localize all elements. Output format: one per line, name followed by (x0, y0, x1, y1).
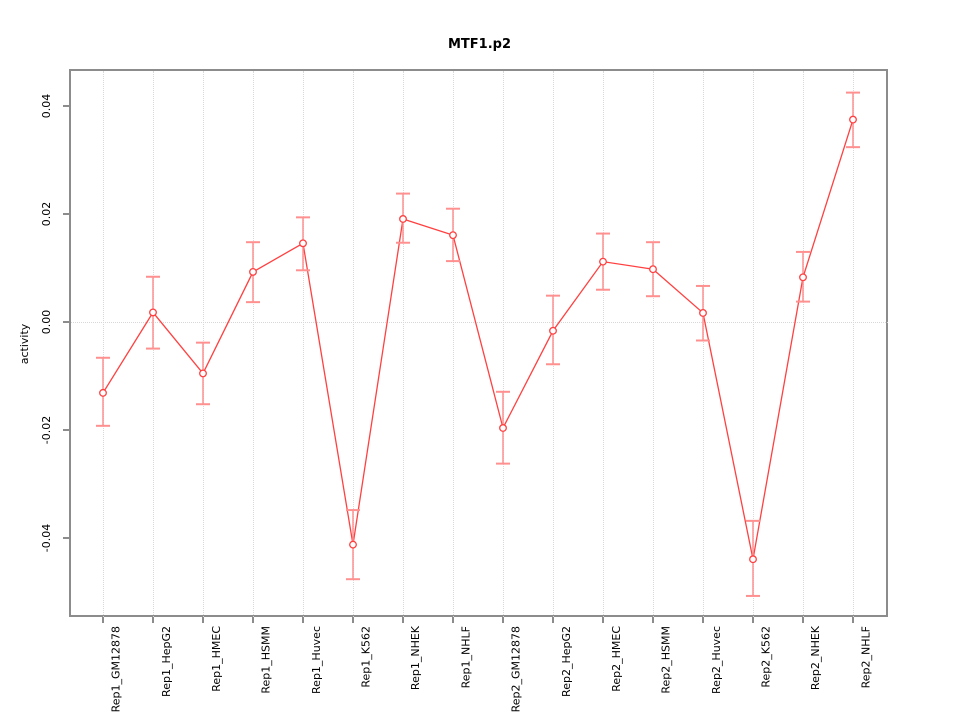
x-tick-label: Rep1_GM12878 (109, 626, 123, 713)
x-tick-label: Rep1_K562 (359, 626, 373, 688)
gridline-vertical (753, 71, 754, 617)
x-axis-tick (252, 617, 254, 623)
y-axis-tick (63, 213, 69, 216)
gridline-vertical (853, 71, 854, 617)
data-point-marker (249, 267, 257, 276)
data-point-marker (749, 555, 757, 564)
x-tick-label: Rep1_HSMM (259, 626, 273, 694)
data-point-marker (849, 115, 857, 124)
gridline-vertical (653, 71, 654, 617)
x-tick-label: Rep2_K562 (759, 626, 773, 688)
x-axis-tick (302, 617, 304, 623)
x-axis-tick (552, 617, 554, 623)
y-tick-label: 0.04 (40, 93, 53, 119)
data-point-marker (399, 215, 407, 223)
gridline-vertical (403, 71, 404, 617)
y-axis-tick (63, 321, 69, 324)
x-tick-label: Rep1_Huvec (309, 626, 323, 694)
x-tick-label: Rep2_HepG2 (559, 626, 573, 697)
gridline-vertical (103, 71, 104, 617)
data-point-marker (699, 308, 707, 317)
y-tick-label: 0.00 (40, 309, 53, 335)
data-point-marker (349, 540, 357, 549)
x-tick-label: Rep2_Huvec (709, 626, 723, 694)
data-point-marker (199, 369, 207, 378)
y-axis-tick (63, 429, 69, 432)
x-axis-tick (602, 617, 604, 623)
gridline-vertical (453, 71, 454, 617)
x-tick-label: Rep2_NHLF (859, 626, 873, 689)
gridline-vertical (353, 71, 354, 617)
data-point-marker (599, 257, 607, 266)
x-axis-tick (852, 617, 854, 623)
x-axis-tick (452, 617, 454, 623)
gridline-vertical (703, 71, 704, 617)
gridline-vertical (503, 71, 504, 617)
x-axis-tick (752, 617, 754, 623)
x-axis-tick (502, 617, 504, 623)
y-axis-tick (63, 537, 69, 540)
y-tick-label: -0.04 (40, 523, 53, 553)
plot-area (69, 69, 888, 617)
data-point-marker (449, 231, 457, 240)
y-axis-tick (63, 105, 69, 108)
data-point-marker (149, 308, 157, 317)
y-tick-label: -0.02 (40, 415, 53, 445)
data-point-marker (499, 424, 507, 432)
x-axis-tick (402, 617, 404, 623)
series-line (102, 119, 854, 560)
gridline-vertical (253, 71, 254, 617)
x-axis-tick (802, 617, 804, 623)
chart-title: MTF1.p2 (447, 37, 512, 52)
x-tick-label: Rep2_NHEK (809, 626, 823, 691)
x-tick-label: Rep1_NHLF (459, 626, 473, 689)
x-axis-tick (202, 617, 204, 623)
x-tick-label: Rep2_GM12878 (509, 626, 523, 713)
y-tick-label: 0.02 (40, 201, 53, 227)
x-axis-tick (102, 617, 104, 623)
x-axis-tick (702, 617, 704, 623)
data-point-marker (99, 388, 107, 397)
x-tick-label: Rep1_NHEK (409, 626, 423, 691)
data-point-marker (649, 265, 657, 274)
data-point-marker (299, 239, 307, 248)
x-tick-label: Rep2_HSMM (659, 626, 673, 694)
gridline-vertical (803, 71, 804, 617)
gridline-zero (71, 322, 888, 324)
x-tick-label: Rep2_HMEC (609, 626, 623, 692)
x-axis-tick (652, 617, 654, 623)
x-tick-label: Rep1_HepG2 (159, 626, 173, 697)
gridline-vertical (303, 71, 304, 617)
data-point-marker (799, 273, 807, 282)
x-axis-tick (352, 617, 354, 623)
x-axis-tick (152, 617, 154, 623)
gridline-vertical (603, 71, 604, 617)
data-point-marker (549, 326, 557, 335)
x-tick-label: Rep1_HMEC (209, 626, 223, 692)
